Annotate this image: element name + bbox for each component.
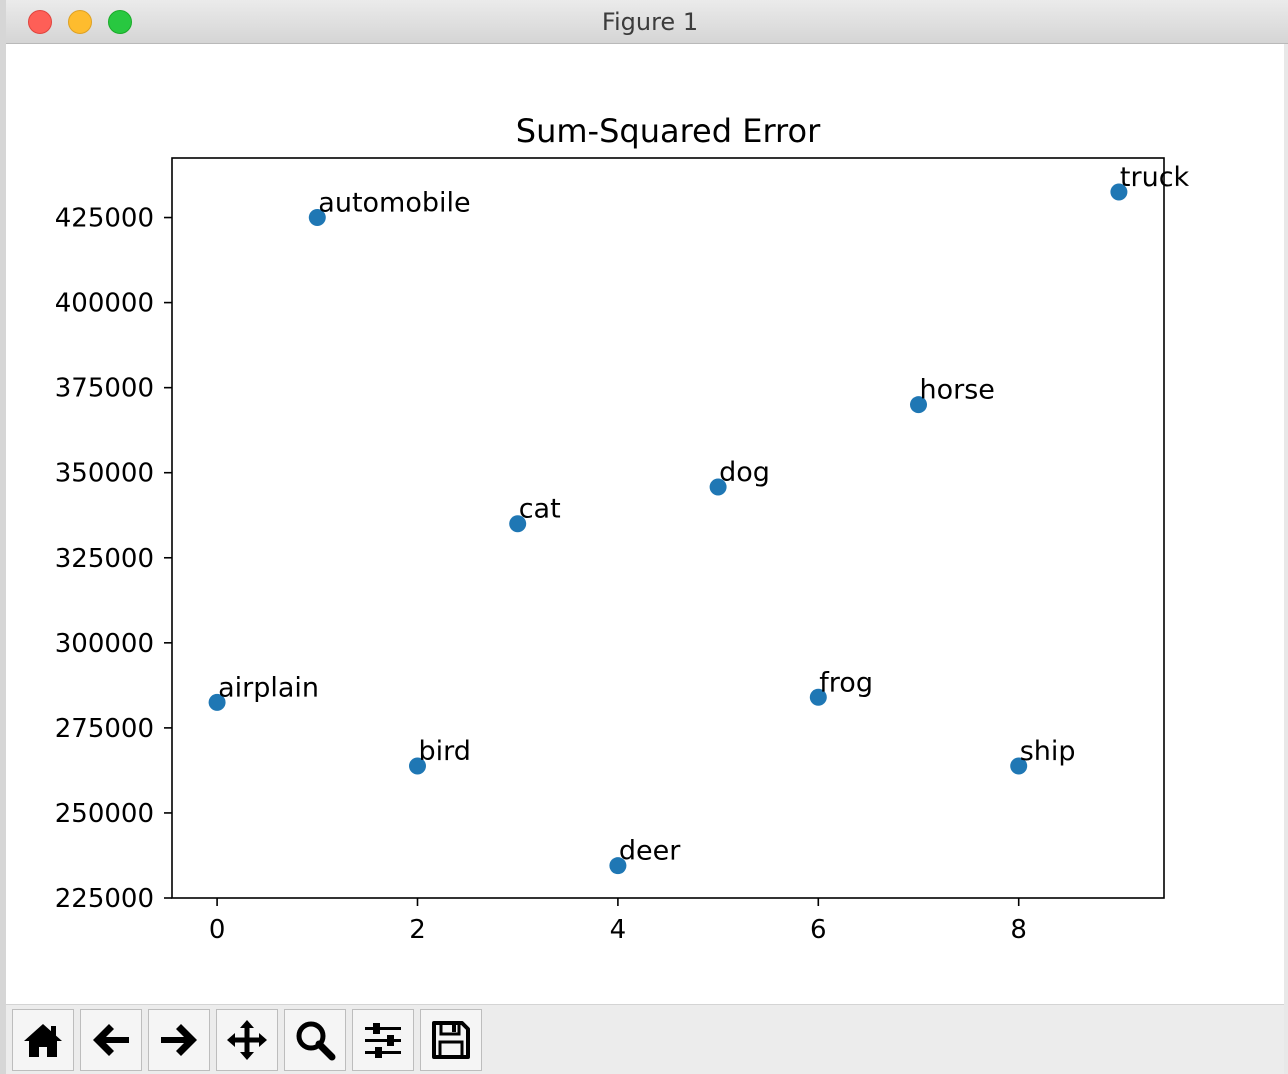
data-point	[308, 209, 326, 227]
data-point	[208, 693, 226, 711]
move-icon	[227, 1020, 267, 1060]
point-label: ship	[1020, 736, 1076, 767]
data-point	[809, 688, 827, 706]
data-point	[910, 396, 928, 414]
navigation-toolbar	[6, 1004, 1288, 1074]
point-label: airplain	[218, 672, 319, 703]
plot-canvas[interactable]: Sum-Squared Error 0 2 4 6 8 225000 250000 275000…	[6, 44, 1288, 1004]
point-label: frog	[819, 667, 873, 698]
point-label: cat	[519, 494, 561, 525]
x-tick-label: 8	[1010, 915, 1027, 945]
pan-button[interactable]	[216, 1009, 278, 1071]
title-bar[interactable]: Figure 1	[6, 0, 1288, 44]
y-tick-label: 250000	[55, 799, 154, 829]
forward-button[interactable]	[148, 1009, 210, 1071]
configure-subplots-button[interactable]	[352, 1009, 414, 1071]
y-tick-label: 375000	[55, 374, 154, 404]
y-tick-label: 275000	[55, 714, 154, 744]
scatter-chart: Sum-Squared Error 0 2 4 6 8 225000 250000 275000…	[55, 112, 1190, 945]
data-point	[1110, 183, 1128, 201]
y-tick-label: 300000	[55, 629, 154, 659]
data-point	[1010, 757, 1028, 775]
sliders-icon	[365, 1023, 401, 1058]
axes-frame	[171, 157, 1165, 899]
point-label: deer	[619, 836, 681, 867]
point-label: bird	[418, 736, 470, 767]
data-point	[408, 757, 426, 775]
back-button[interactable]	[80, 1009, 142, 1071]
close-button[interactable]	[28, 10, 52, 34]
y-tick-label: 325000	[55, 544, 154, 574]
arrow-right-icon	[161, 1024, 197, 1056]
data-point	[609, 857, 627, 875]
magnifier-icon	[296, 1021, 336, 1061]
home-button[interactable]	[12, 1009, 74, 1071]
x-tick-label: 2	[409, 915, 426, 945]
floppy-icon	[432, 1021, 470, 1059]
zoom-button[interactable]	[284, 1009, 346, 1071]
x-tick-label: 6	[810, 915, 827, 945]
y-tick-label: 225000	[55, 884, 154, 914]
maximize-button[interactable]	[108, 10, 132, 34]
x-tick-label: 0	[209, 915, 226, 945]
x-tick-label: 4	[610, 915, 627, 945]
point-label: horse	[920, 375, 995, 406]
point-label: automobile	[318, 188, 470, 219]
window-title: Figure 1	[601, 8, 699, 36]
data-point	[509, 515, 527, 533]
window-edge	[1284, 44, 1288, 1074]
minimize-button[interactable]	[68, 10, 92, 34]
y-tick-label: 425000	[55, 204, 154, 234]
save-button[interactable]	[420, 1009, 482, 1071]
home-icon	[24, 1024, 62, 1057]
chart-title: Sum-Squared Error	[516, 112, 821, 150]
data-point	[709, 478, 727, 496]
point-label: truck	[1120, 162, 1190, 193]
arrow-left-icon	[93, 1024, 129, 1056]
y-tick-label: 350000	[55, 459, 154, 489]
point-label: dog	[719, 457, 770, 488]
y-tick-label: 400000	[55, 289, 154, 319]
